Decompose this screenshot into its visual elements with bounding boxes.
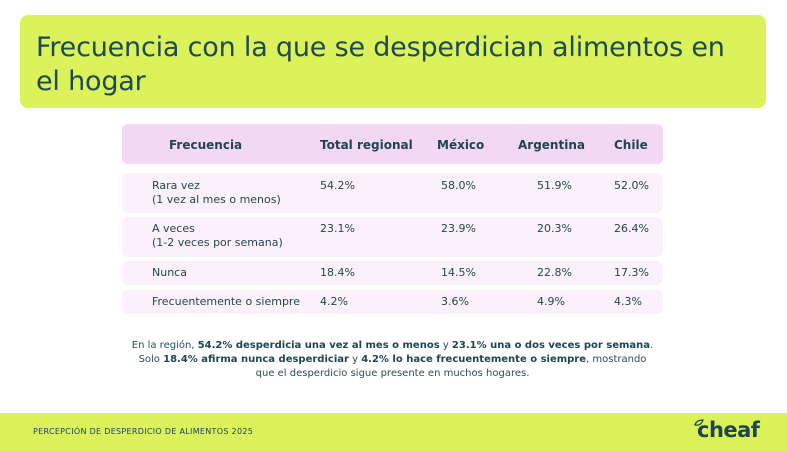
- summary-highlight: 4.2% lo hace frecuentemente o siempre: [361, 354, 587, 365]
- value-total-regional: 54.2%: [320, 179, 355, 192]
- value-mexico: 14.5%: [441, 266, 476, 279]
- logo-text: cheaf: [697, 418, 760, 442]
- value-argentina: 4.9%: [537, 295, 565, 308]
- value-chile: 26.4%: [614, 222, 649, 235]
- table-row: Nunca 18.4% 14.5% 22.8% 17.3%: [122, 261, 663, 285]
- row-label-sub: (1 vez al mes o menos): [152, 193, 281, 206]
- value-chile: 52.0%: [614, 179, 649, 192]
- row-label-sub: (1-2 veces por semana): [152, 236, 283, 249]
- summary-part: .: [650, 340, 654, 351]
- value-argentina: 22.8%: [537, 266, 572, 279]
- footer-caption: PERCEPCIÓN DE DESPERDICIO DE ALIMENTOS 2…: [33, 427, 254, 436]
- row-label-main: Rara vez: [152, 179, 200, 192]
- value-chile: 4.3%: [614, 295, 642, 308]
- value-mexico: 3.6%: [441, 295, 469, 308]
- row-label-main: A veces: [152, 222, 195, 235]
- header-argentina: Argentina: [518, 138, 585, 152]
- summary-part: Solo: [138, 354, 164, 365]
- summary-text: En la región, 54.2% desperdicia una vez …: [130, 339, 655, 381]
- value-total-regional: 18.4%: [320, 266, 355, 279]
- header-chile: Chile: [614, 138, 648, 152]
- value-total-regional: 4.2%: [320, 295, 348, 308]
- header-total-regional: Total regional: [320, 138, 413, 152]
- summary-highlight: 54.2% desperdicia una vez al mes o menos: [197, 340, 440, 351]
- summary-part: y: [439, 340, 452, 351]
- title-banner: Frecuencia con la que se desperdician al…: [20, 15, 766, 108]
- cheaf-logo: cheaf: [694, 418, 760, 446]
- row-label-main: Frecuentemente o siempre: [152, 295, 300, 308]
- leaf-icon: [694, 419, 704, 426]
- summary-part: , mostrando que el desperdicio sigue pre…: [255, 354, 647, 379]
- table-row: Rara vez (1 vez al mes o menos) 54.2% 58…: [122, 173, 663, 213]
- value-total-regional: 23.1%: [320, 222, 355, 235]
- table-header-row: Frecuencia Total regional México Argenti…: [122, 124, 663, 164]
- row-label: A veces (1-2 veces por semana): [152, 222, 283, 250]
- value-chile: 17.3%: [614, 266, 649, 279]
- header-frecuencia: Frecuencia: [169, 138, 243, 152]
- value-mexico: 58.0%: [441, 179, 476, 192]
- value-argentina: 20.3%: [537, 222, 572, 235]
- table-row: A veces (1-2 veces por semana) 23.1% 23.…: [122, 217, 663, 257]
- row-label-main: Nunca: [152, 266, 187, 279]
- table-row: Frecuentemente o siempre 4.2% 3.6% 4.9% …: [122, 290, 663, 314]
- row-label: Rara vez (1 vez al mes o menos): [152, 179, 281, 207]
- value-argentina: 51.9%: [537, 179, 572, 192]
- value-mexico: 23.9%: [441, 222, 476, 235]
- summary-highlight: 23.1% una o dos veces por semana: [451, 340, 651, 351]
- summary-part: En la región,: [131, 340, 198, 351]
- summary-highlight: 18.4% afirma nunca desperdiciar: [163, 354, 349, 365]
- summary-part: y: [348, 354, 362, 365]
- footer-bar: PERCEPCIÓN DE DESPERDICIO DE ALIMENTOS 2…: [0, 413, 787, 451]
- page-title: Frecuencia con la que se desperdician al…: [36, 32, 725, 97]
- header-mexico: México: [437, 138, 485, 152]
